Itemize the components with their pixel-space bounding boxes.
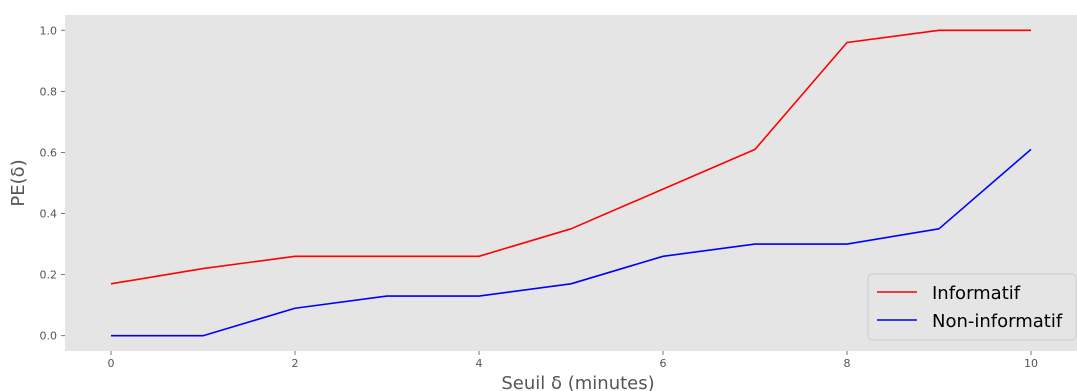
y-tick-label: 0.0: [40, 330, 58, 343]
x-tick-label: 6: [660, 357, 667, 370]
y-tick-label: 1.0: [40, 24, 58, 37]
series-lines: [110, 29, 1032, 337]
legend-label-informatif: Informatif: [932, 283, 1021, 304]
x-tick-label: 0: [108, 357, 115, 370]
legend-label-non-informatif: Non-informatif: [932, 311, 1063, 332]
y-tick-label: 0.2: [40, 269, 58, 282]
x-tick-label: 2: [292, 357, 299, 370]
x-axis: 0 2 4 6 8 10: [108, 351, 1038, 370]
y-tick-label: 0.4: [40, 208, 58, 221]
legend-box: [867, 273, 1077, 341]
x-axis-label: Seuil δ (minutes): [501, 373, 654, 391]
series-line-non-informatif: [111, 148, 1032, 337]
series-line-informatif: [110, 29, 1031, 285]
y-axis-label: PE(δ): [8, 159, 29, 206]
y-tick-label: 0.6: [40, 146, 58, 159]
x-tick-label: 8: [844, 357, 851, 370]
y-tick-label: 0.8: [40, 85, 58, 98]
y-axis: 0.0 0.2 0.4 0.6 0.8 1.0: [40, 24, 65, 343]
x-tick-label: 10: [1024, 357, 1038, 370]
x-tick-label: 4: [476, 357, 483, 370]
legend: Informatif Non-informatif: [867, 273, 1077, 341]
